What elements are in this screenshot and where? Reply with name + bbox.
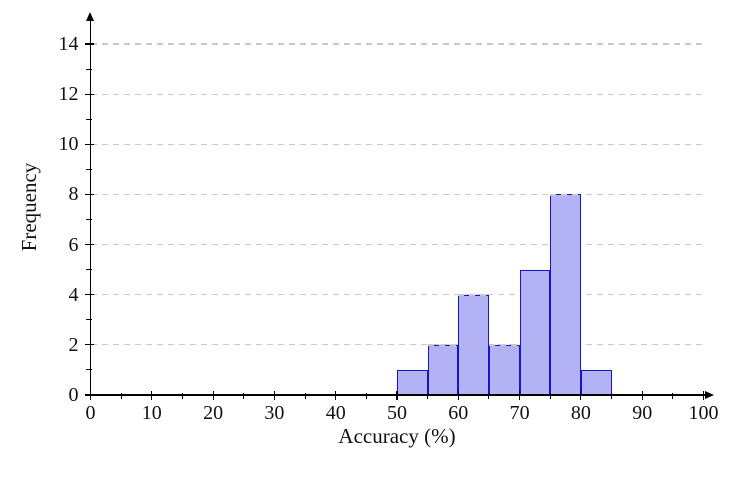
y-major-tick — [84, 344, 94, 346]
y-tick-label: 6 — [68, 233, 79, 256]
gridline — [90, 43, 704, 45]
x-tick-label: 90 — [632, 402, 653, 424]
y-major-tick — [84, 243, 94, 246]
y-axis-line — [89, 18, 92, 396]
y-major-tick — [84, 143, 94, 145]
bar-top-gridline-overlay — [458, 294, 489, 296]
x-major-tick — [457, 391, 459, 400]
y-major-tick — [84, 43, 94, 45]
x-tick-label: 30 — [264, 402, 285, 424]
histogram-bar — [458, 294, 489, 395]
gridline — [90, 243, 704, 246]
histogram-bar — [519, 269, 551, 395]
x-major-tick — [212, 391, 214, 400]
x-minor-tick — [243, 392, 245, 399]
x-tick-label: 40 — [325, 402, 346, 424]
y-minor-tick — [86, 319, 92, 321]
y-tick-label: 8 — [68, 183, 79, 206]
x-major-tick — [273, 391, 275, 400]
x-tick-label: 70 — [509, 402, 530, 424]
y-major-tick — [84, 294, 94, 296]
x-axis-label: Accuracy (%) — [338, 424, 456, 448]
histogram-bar — [488, 344, 520, 395]
gridline — [90, 143, 704, 145]
x-major-tick — [641, 391, 643, 400]
y-tick-label: 10 — [58, 133, 79, 156]
histogram-bar — [397, 369, 428, 395]
x-major-tick — [396, 391, 398, 400]
x-tick-label: 60 — [448, 402, 469, 424]
bar-top-gridline-overlay — [550, 194, 581, 196]
x-minor-tick — [611, 392, 613, 399]
y-minor-tick — [86, 269, 92, 271]
x-major-tick — [580, 391, 582, 400]
gridline — [90, 344, 704, 346]
y-tick-label: 4 — [68, 283, 79, 306]
y-tick-label: 2 — [68, 333, 79, 356]
y-tick-label: 14 — [58, 33, 79, 56]
x-major-tick — [519, 391, 521, 400]
y-major-tick — [84, 193, 94, 196]
gridline — [90, 93, 704, 95]
x-minor-tick — [427, 392, 429, 399]
y-minor-tick — [86, 369, 92, 371]
y-tick-label: 12 — [58, 83, 79, 106]
y-minor-tick — [86, 68, 92, 70]
x-tick-label: 10 — [141, 402, 162, 424]
x-minor-tick — [304, 392, 306, 399]
bar-top-gridline-overlay — [488, 344, 520, 347]
histogram-bar — [427, 344, 459, 395]
y-minor-tick — [86, 168, 92, 170]
x-major-tick — [702, 391, 705, 400]
x-axis-arrow-icon — [704, 390, 714, 399]
x-tick-label: 50 — [387, 402, 407, 424]
x-minor-tick — [672, 392, 674, 399]
y-axis-arrow-icon — [86, 11, 94, 21]
gridline — [90, 193, 704, 196]
histogram-bar — [580, 369, 612, 395]
x-major-tick — [335, 391, 337, 400]
x-tick-label: 100 — [688, 402, 719, 424]
x-minor-tick — [181, 392, 183, 399]
x-minor-tick — [549, 392, 551, 399]
y-major-tick — [84, 394, 94, 396]
x-minor-tick — [488, 392, 490, 399]
y-tick-label: 0 — [68, 384, 79, 406]
y-major-tick — [84, 93, 94, 95]
bar-top-gridline-overlay — [427, 344, 459, 347]
x-major-tick — [151, 391, 153, 400]
x-tick-label: 0 — [85, 402, 96, 424]
x-minor-tick — [120, 392, 122, 399]
histogram-bar — [550, 194, 581, 395]
x-tick-label: 80 — [570, 402, 591, 424]
gridline — [90, 294, 704, 296]
x-tick-label: 20 — [203, 402, 224, 424]
y-minor-tick — [86, 118, 92, 120]
y-minor-tick — [86, 219, 92, 220]
x-minor-tick — [365, 392, 367, 399]
